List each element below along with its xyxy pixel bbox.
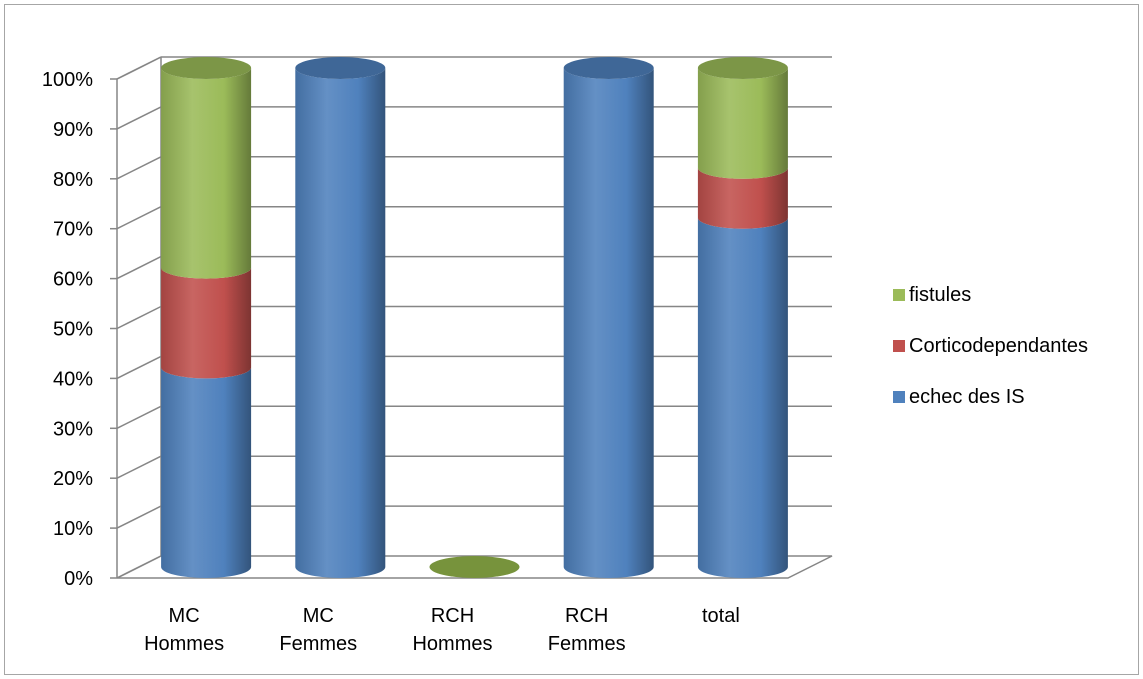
bar-mc-hommes-echec-des-is <box>161 367 252 578</box>
bar-cap-total <box>697 57 788 79</box>
gridline-left-70 <box>116 206 162 230</box>
legend: fistules Corticodependantes echec des IS <box>893 284 1088 408</box>
legend-swatch-echec-des-is <box>893 391 905 403</box>
x-tick-label-rch: RCH <box>431 605 474 627</box>
bars <box>161 57 788 578</box>
y-tick-label-80: 80% <box>53 169 93 191</box>
bar-total-fistules <box>697 68 788 179</box>
gridline-left-90 <box>116 106 162 130</box>
y-tick-label-100: 100% <box>42 69 93 91</box>
bar-group-total <box>697 57 788 578</box>
gridline-left-20 <box>116 455 162 479</box>
x-tick-label-rch: RCH <box>565 605 608 627</box>
bar-mc-hommes-corticodependantes <box>161 267 252 379</box>
y-tick-label-60: 60% <box>53 269 93 291</box>
gridline-left-10 <box>116 505 162 529</box>
x-tick-label-femmes: Femmes <box>279 633 357 655</box>
x-tick-label-mc: MC <box>303 605 334 627</box>
bar-group-mc-femmes <box>295 57 386 578</box>
gridline-left-100 <box>116 56 162 80</box>
bar-mc-femmes-echec-des-is <box>295 68 386 578</box>
y-tick-label-30: 30% <box>53 418 93 440</box>
bar-total-echec-des-is <box>697 217 788 578</box>
y-tick-label-10: 10% <box>53 518 93 540</box>
y-tick-label-40: 40% <box>53 368 93 390</box>
bar-cap-rch-hommes <box>429 556 520 578</box>
x-tick-label-femmes: Femmes <box>548 633 626 655</box>
bar-cap-rch-femmes <box>563 57 654 79</box>
gridline-left-40 <box>116 355 162 380</box>
gridline-left-60 <box>116 255 162 280</box>
bar-mc-hommes-fistules <box>161 68 252 279</box>
bar-rch-femmes-echec-des-is <box>563 68 654 578</box>
y-tick-label-90: 90% <box>53 119 93 141</box>
x-tick-label-hommes: Hommes <box>412 633 492 655</box>
gridline-left-50 <box>116 305 162 330</box>
x-tick-label-mc: MC <box>169 605 200 627</box>
bar-cap-mc-hommes <box>161 57 252 79</box>
gridline-left-30 <box>116 405 162 429</box>
legend-label-echec-des-is: echec des IS <box>909 386 1025 408</box>
y-tick-label-50: 50% <box>53 319 93 341</box>
bar-group-mc-hommes <box>161 57 252 578</box>
x-tick-label-total: total <box>702 605 740 627</box>
bar-group-rch-hommes <box>429 556 520 578</box>
legend-swatch-fistules <box>893 289 905 301</box>
bar-total-corticodependantes <box>697 167 788 229</box>
y-axis: 0% 10% 20% 30% 40% 50% 60% 70% 80% 90% 100% <box>42 69 117 590</box>
x-tick-label-hommes: Hommes <box>144 633 224 655</box>
bar-cap-mc-femmes <box>295 57 386 79</box>
y-tick-label-70: 70% <box>53 219 93 241</box>
legend-swatch-corticodependantes <box>893 340 905 352</box>
bar-group-rch-femmes <box>563 57 654 578</box>
gridline-left-0 <box>116 555 162 579</box>
legend-label-corticodependantes: Corticodependantes <box>909 335 1088 357</box>
y-tick-label-20: 20% <box>53 468 93 490</box>
gridline-left-80 <box>116 156 162 180</box>
y-tick-label-0: 0% <box>64 568 93 590</box>
x-axis: MC Hommes MC Femmes RCH Hommes RCH Femmes total <box>144 605 740 655</box>
legend-label-fistules: fistules <box>909 284 971 306</box>
